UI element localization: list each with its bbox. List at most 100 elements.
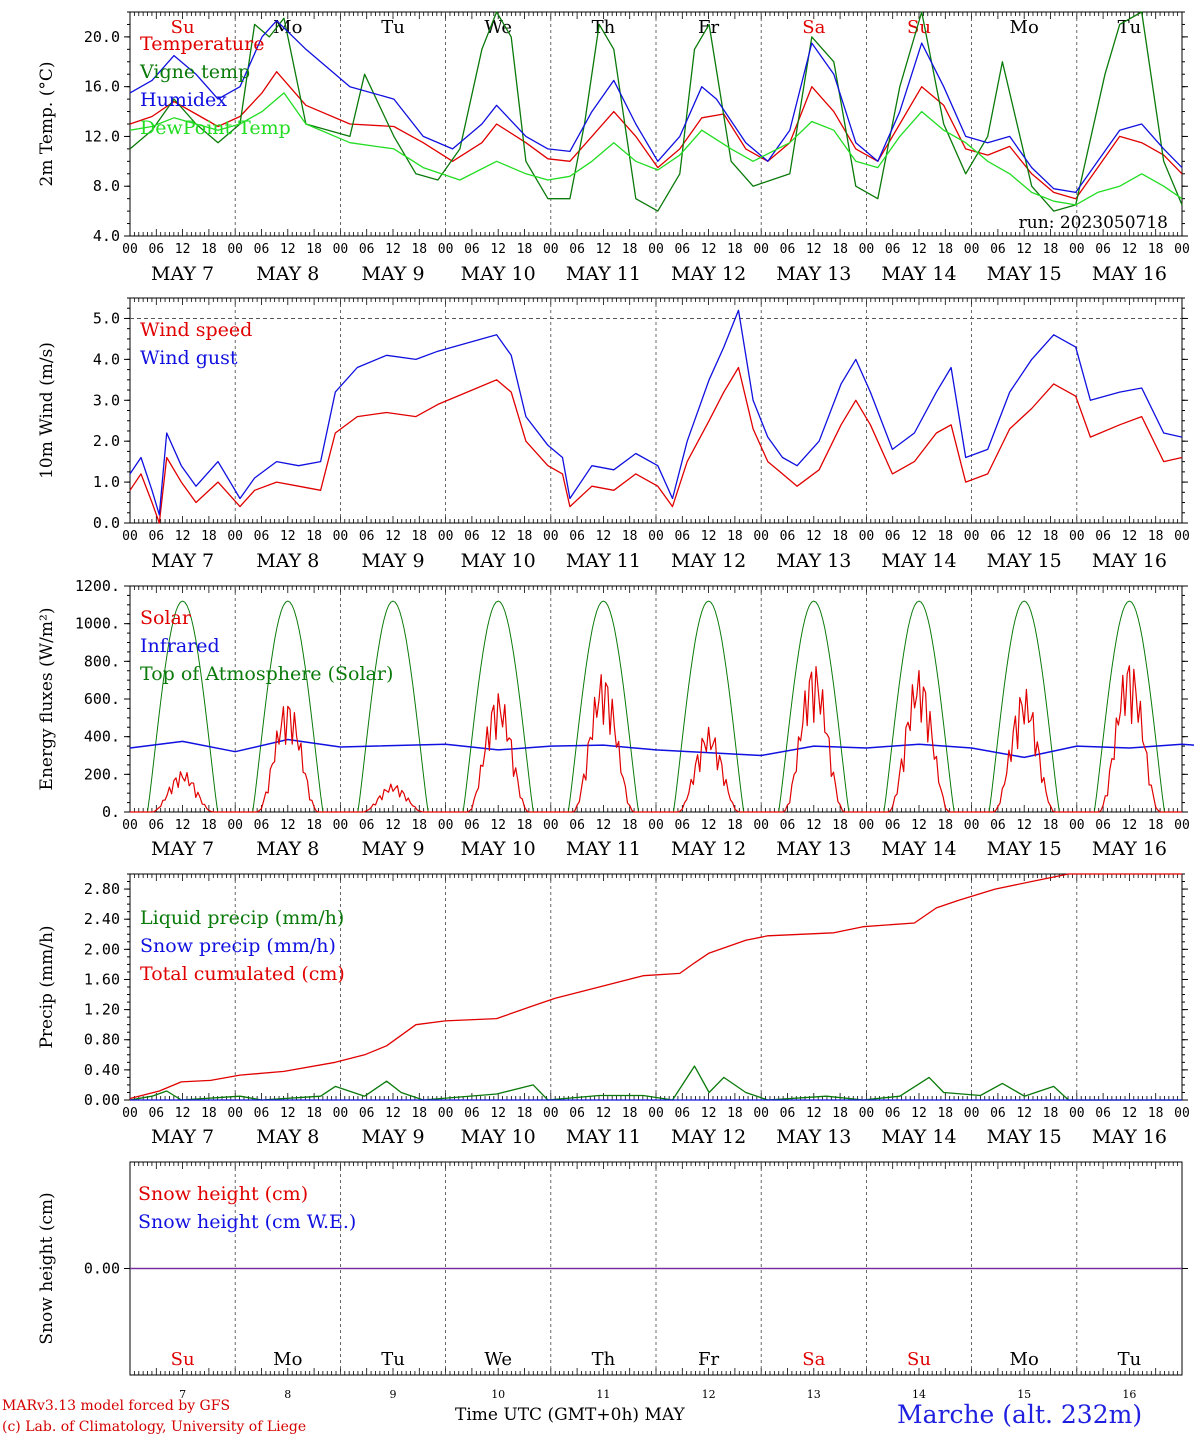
- day-label: MAY 16: [1092, 550, 1167, 572]
- hour-tick-label: 06: [254, 242, 270, 257]
- y-tick-label: 0.40: [84, 1061, 120, 1079]
- weekday-label: Mo: [1010, 17, 1039, 38]
- day-label: MAY 9: [361, 263, 424, 285]
- y-tick-label: 0.80: [84, 1031, 120, 1049]
- hour-tick-label: 12: [701, 242, 717, 257]
- hour-tick-label: 00: [438, 818, 454, 833]
- hour-tick-label: 00: [122, 1106, 138, 1121]
- legend-entry: Liquid precip (mm/h): [140, 907, 344, 929]
- hour-tick-label: 06: [990, 529, 1006, 544]
- hour-tick-label: 00: [122, 529, 138, 544]
- hour-tick-label: 06: [148, 529, 164, 544]
- weekday-label: Th: [592, 17, 616, 38]
- hour-tick-label: 12: [280, 1106, 296, 1121]
- hour-tick-label: 12: [385, 529, 401, 544]
- hour-tick-label: 18: [937, 818, 953, 833]
- hour-tick-label: 18: [517, 529, 533, 544]
- day-number-label: 11: [596, 1388, 610, 1401]
- hour-tick-label: 06: [1095, 529, 1111, 544]
- weekday-label: We: [484, 17, 512, 38]
- day-label: MAY 12: [671, 550, 746, 572]
- hour-tick-label: 00: [438, 529, 454, 544]
- weekday-label: Sa: [802, 1349, 825, 1370]
- day-label: MAY 11: [566, 1126, 641, 1148]
- hour-tick-label: 00: [227, 529, 243, 544]
- day-label: MAY 10: [461, 838, 536, 860]
- hour-tick-label: 18: [517, 1106, 533, 1121]
- hour-tick-label: 06: [254, 529, 270, 544]
- hour-tick-label: 18: [306, 1106, 322, 1121]
- hour-tick-label: 00: [1174, 818, 1190, 833]
- hour-tick-label: 06: [1095, 818, 1111, 833]
- hour-tick-label: 06: [569, 529, 585, 544]
- hour-tick-label: 18: [622, 1106, 638, 1121]
- day-number-label: 14: [912, 1388, 926, 1401]
- y-tick-label: 0.00: [84, 1260, 120, 1278]
- hour-tick-label: 18: [411, 242, 427, 257]
- day-number-label: 10: [491, 1388, 505, 1401]
- legend-entry: Vigne temp: [139, 61, 250, 83]
- series-humidex: [129, 20, 1183, 194]
- day-label: MAY 8: [256, 1126, 319, 1148]
- hour-tick-label: 18: [937, 242, 953, 257]
- hour-tick-label: 06: [464, 818, 480, 833]
- weekday-label: Mo: [1010, 1349, 1039, 1370]
- hour-tick-label: 12: [490, 242, 506, 257]
- hour-tick-label: 06: [359, 818, 375, 833]
- series-liquid-precip-mm-h-: [129, 1065, 1182, 1101]
- hour-tick-label: 12: [911, 242, 927, 257]
- hour-tick-label: 06: [674, 242, 690, 257]
- y-axis-label: Energy fluxes (W/m²): [37, 608, 57, 791]
- hour-tick-label: 00: [753, 818, 769, 833]
- y-tick-label: 2.80: [84, 880, 120, 898]
- hour-tick-label: 06: [148, 818, 164, 833]
- day-label: MAY 11: [566, 263, 641, 285]
- hour-tick-label: 12: [490, 818, 506, 833]
- hour-tick-label: 18: [832, 529, 848, 544]
- month-label: MAY: [644, 1405, 685, 1425]
- day-number-label: 15: [1017, 1388, 1031, 1401]
- hour-tick-label: 18: [1043, 818, 1059, 833]
- hour-tick-label: 12: [596, 529, 612, 544]
- weekday-label: Th: [592, 1349, 616, 1370]
- hour-tick-label: 18: [727, 1106, 743, 1121]
- hour-tick-label: 06: [148, 1106, 164, 1121]
- hour-tick-label: 12: [385, 818, 401, 833]
- hour-tick-label: 18: [201, 1106, 217, 1121]
- hour-tick-label: 00: [1069, 242, 1085, 257]
- hour-tick-label: 18: [937, 1106, 953, 1121]
- day-label: MAY 9: [361, 838, 424, 860]
- day-label: MAY 13: [776, 550, 851, 572]
- hour-tick-label: 12: [806, 818, 822, 833]
- hour-tick-label: 06: [780, 1106, 796, 1121]
- y-tick-label: 1.0: [93, 473, 120, 491]
- hour-tick-label: 06: [464, 1106, 480, 1121]
- run-label: run: 2023050718: [1019, 213, 1168, 233]
- y-tick-label: 20.0: [84, 28, 120, 46]
- hour-tick-label: 00: [648, 529, 664, 544]
- y-tick-label: 2.40: [84, 910, 120, 928]
- weekday-label: Sa: [802, 17, 825, 38]
- day-label: MAY 16: [1092, 263, 1167, 285]
- hour-tick-label: 18: [411, 1106, 427, 1121]
- hour-tick-label: 18: [832, 818, 848, 833]
- hour-tick-label: 12: [806, 242, 822, 257]
- day-number-label: 13: [807, 1388, 821, 1401]
- x-axis-title: Time UTC (GMT+0h) MAY: [455, 1405, 685, 1425]
- hour-tick-label: 00: [543, 1106, 559, 1121]
- hour-tick-label: 18: [727, 818, 743, 833]
- hour-tick-label: 00: [753, 1106, 769, 1121]
- hour-tick-label: 18: [411, 529, 427, 544]
- hour-tick-label: 18: [517, 818, 533, 833]
- hour-tick-label: 06: [990, 1106, 1006, 1121]
- hour-tick-label: 00: [543, 529, 559, 544]
- y-axis-label: Precip (mm/h): [37, 925, 57, 1048]
- hour-tick-label: 00: [543, 242, 559, 257]
- hour-tick-label: 12: [280, 529, 296, 544]
- day-label: MAY 7: [151, 838, 214, 860]
- y-axis-label: Snow height (cm): [37, 1192, 57, 1344]
- day-label: MAY 7: [151, 550, 214, 572]
- day-label: MAY 16: [1092, 1126, 1167, 1148]
- hour-tick-label: 06: [1095, 1106, 1111, 1121]
- hour-tick-label: 00: [1174, 242, 1190, 257]
